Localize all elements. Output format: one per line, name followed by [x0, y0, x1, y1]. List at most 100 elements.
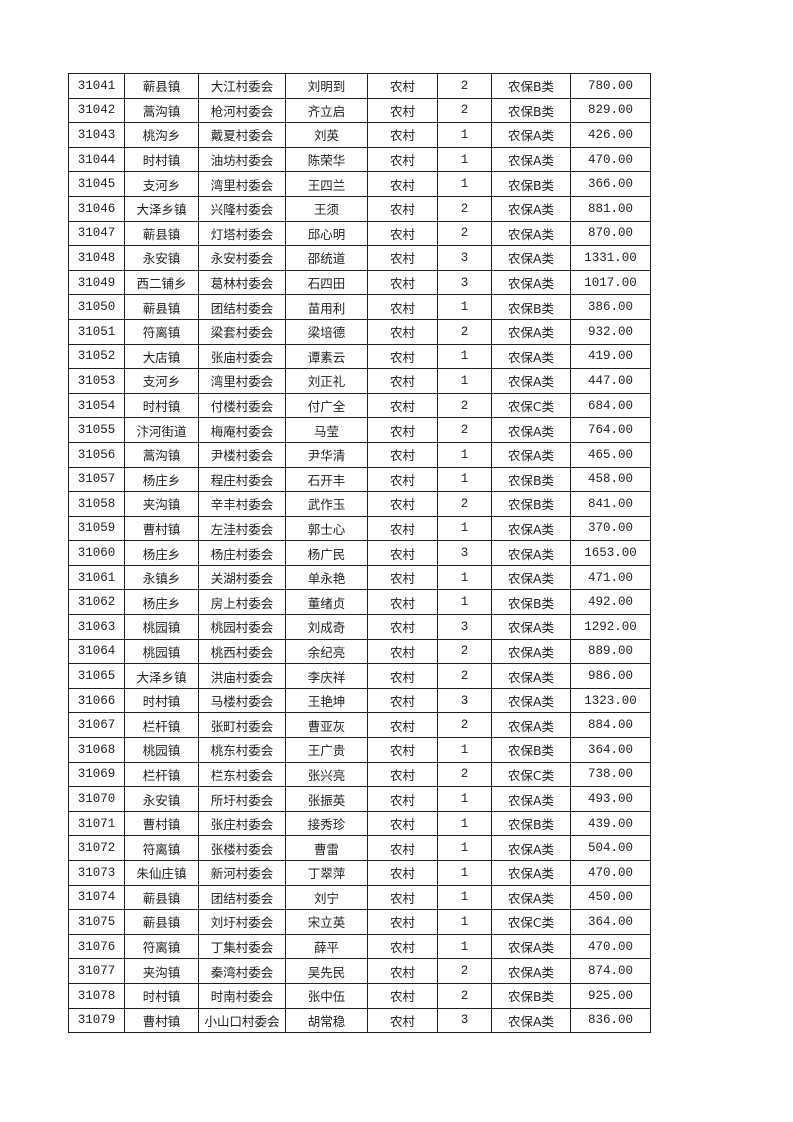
insurance-category-cell: 农保A类	[491, 786, 571, 812]
insurance-category-cell: 农保A类	[491, 663, 571, 689]
name-cell: 薛平	[285, 933, 368, 960]
table-row: 31073 朱仙庄镇 新河村委会 丁翠萍 农村 1 农保A类 470.00	[68, 860, 651, 886]
table-row: 31055 汴河街道 梅庵村委会 马莹 农村 2 农保A类 764.00	[68, 417, 651, 443]
town-cell: 时村镇	[124, 146, 199, 173]
record-id-cell: 31078	[68, 982, 125, 1009]
household-count-cell: 1	[437, 810, 492, 837]
amount-cell: 684.00	[570, 392, 651, 419]
amount-cell: 492.00	[570, 589, 651, 616]
village-committee-cell: 杨庄村委会	[198, 540, 286, 566]
insurance-category-cell: 农保A类	[491, 687, 571, 714]
insurance-category-cell: 农保A类	[491, 933, 571, 960]
amount-cell: 780.00	[570, 73, 651, 99]
amount-cell: 364.00	[570, 909, 651, 935]
name-cell: 杨广民	[285, 540, 368, 566]
area-type-cell: 农村	[367, 318, 438, 345]
table-row: 31072 符离镇 张楼村委会 曹雷 农村 1 农保A类 504.00	[68, 835, 651, 861]
town-cell: 桃园镇	[124, 638, 199, 665]
table-row: 31054 时村镇 付楼村委会 付广全 农村 2 农保C类 684.00	[68, 392, 651, 419]
area-type-cell: 农村	[367, 441, 438, 468]
name-cell: 陈荣华	[285, 146, 368, 173]
name-cell: 邵统道	[285, 245, 368, 271]
insurance-category-cell: 农保A类	[491, 884, 571, 911]
insurance-category-cell: 农保A类	[491, 195, 571, 222]
village-committee-cell: 兴隆村委会	[198, 195, 286, 222]
town-cell: 蒿沟镇	[124, 441, 199, 468]
record-id-cell: 31042	[68, 97, 125, 124]
amount-cell: 1017.00	[570, 269, 651, 296]
household-count-cell: 1	[437, 860, 492, 886]
town-cell: 支河乡	[124, 171, 199, 197]
town-cell: 夹沟镇	[124, 958, 199, 984]
household-count-cell: 1	[437, 564, 492, 591]
name-cell: 尹华清	[285, 441, 368, 468]
table-row: 31077 夹沟镇 秦湾村委会 吴先民 农村 2 农保A类 874.00	[68, 958, 651, 984]
village-committee-cell: 马楼村委会	[198, 687, 286, 714]
table-row: 31071 曹村镇 张庄村委会 接秀珍 农村 1 农保B类 439.00	[68, 810, 651, 837]
town-cell: 大泽乡镇	[124, 663, 199, 689]
insurance-category-cell: 农保A类	[491, 614, 571, 640]
village-committee-cell: 辛丰村委会	[198, 491, 286, 517]
town-cell: 符离镇	[124, 933, 199, 960]
insurance-category-cell: 农保B类	[491, 466, 571, 493]
village-committee-cell: 梁套村委会	[198, 318, 286, 345]
table-row: 31060 杨庄乡 杨庄村委会 杨广民 农村 3 农保A类 1653.00	[68, 540, 651, 566]
record-id-cell: 31062	[68, 589, 125, 616]
village-committee-cell: 张町村委会	[198, 712, 286, 739]
amount-cell: 465.00	[570, 441, 651, 468]
name-cell: 刘宁	[285, 884, 368, 911]
insurance-category-cell: 农保A类	[491, 540, 571, 566]
name-cell: 吴先民	[285, 958, 368, 984]
amount-cell: 426.00	[570, 122, 651, 148]
household-count-cell: 1	[437, 368, 492, 394]
village-committee-cell: 付楼村委会	[198, 392, 286, 419]
town-cell: 栏杆镇	[124, 712, 199, 739]
name-cell: 张兴亮	[285, 761, 368, 788]
area-type-cell: 农村	[367, 614, 438, 640]
area-type-cell: 农村	[367, 294, 438, 320]
household-count-cell: 3	[437, 269, 492, 296]
household-count-cell: 2	[437, 195, 492, 222]
table-row: 31042 蒿沟镇 枪河村委会 齐立启 农村 2 农保B类 829.00	[68, 97, 651, 124]
village-committee-cell: 小山口村委会	[198, 1007, 286, 1034]
town-cell: 时村镇	[124, 392, 199, 419]
household-count-cell: 1	[437, 466, 492, 493]
amount-cell: 1331.00	[570, 245, 651, 271]
insurance-category-cell: 农保A类	[491, 368, 571, 394]
village-committee-cell: 秦湾村委会	[198, 958, 286, 984]
table-row: 31048 永安镇 永安村委会 邵统道 农村 3 农保A类 1331.00	[68, 245, 651, 271]
table-row: 31046 大泽乡镇 兴隆村委会 王须 农村 2 农保A类 881.00	[68, 195, 651, 222]
table-row: 31076 符离镇 丁集村委会 薛平 农村 1 农保A类 470.00	[68, 933, 651, 960]
village-committee-cell: 刘圩村委会	[198, 909, 286, 935]
name-cell: 李庆祥	[285, 663, 368, 689]
area-type-cell: 农村	[367, 97, 438, 124]
name-cell: 刘正礼	[285, 368, 368, 394]
insurance-category-cell: 农保B类	[491, 491, 571, 517]
area-type-cell: 农村	[367, 638, 438, 665]
amount-cell: 836.00	[570, 1007, 651, 1034]
amount-cell: 470.00	[570, 933, 651, 960]
amount-cell: 470.00	[570, 146, 651, 173]
insurance-category-cell: 农保A类	[491, 146, 571, 173]
name-cell: 石四田	[285, 269, 368, 296]
amount-cell: 364.00	[570, 737, 651, 763]
record-id-cell: 31063	[68, 614, 125, 640]
insurance-category-cell: 农保B类	[491, 73, 571, 99]
name-cell: 刘成奇	[285, 614, 368, 640]
area-type-cell: 农村	[367, 466, 438, 493]
village-committee-cell: 程庄村委会	[198, 466, 286, 493]
amount-cell: 764.00	[570, 417, 651, 443]
record-id-cell: 31043	[68, 122, 125, 148]
village-committee-cell: 湾里村委会	[198, 171, 286, 197]
amount-cell: 986.00	[570, 663, 651, 689]
area-type-cell: 农村	[367, 269, 438, 296]
amount-cell: 504.00	[570, 835, 651, 861]
area-type-cell: 农村	[367, 712, 438, 739]
table-row: 31066 时村镇 马楼村委会 王艳坤 农村 3 农保A类 1323.00	[68, 687, 651, 714]
name-cell: 余纪亮	[285, 638, 368, 665]
amount-cell: 889.00	[570, 638, 651, 665]
town-cell: 大泽乡镇	[124, 195, 199, 222]
household-count-cell: 3	[437, 540, 492, 566]
name-cell: 丁翠萍	[285, 860, 368, 886]
village-committee-cell: 梅庵村委会	[198, 417, 286, 443]
